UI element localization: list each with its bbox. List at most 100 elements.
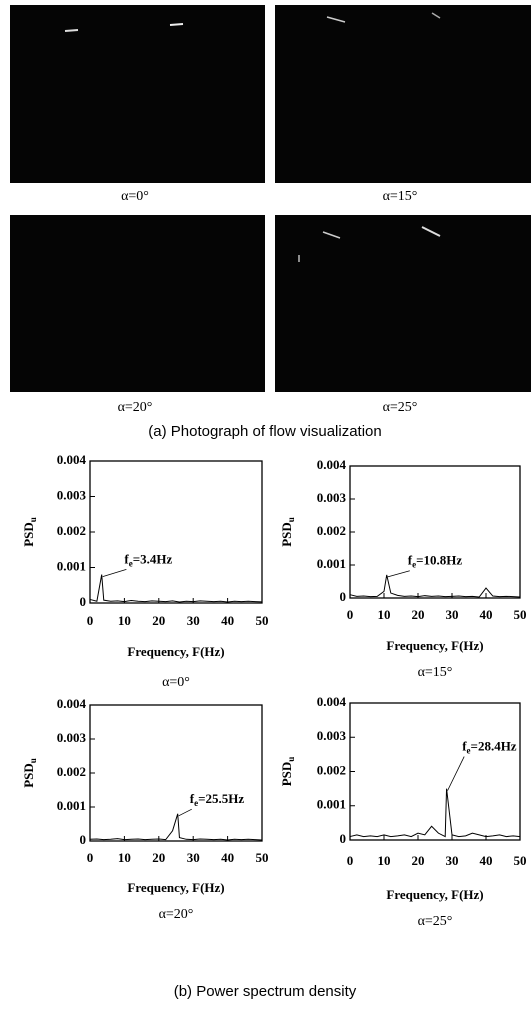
leader-line [102,569,127,577]
streak [421,226,441,237]
subtitle: α=20° [159,907,194,922]
photo [10,215,265,392]
annotation-sub: e [194,798,198,808]
y-axis-label-sub: u [28,758,38,763]
y-axis-label: PSDu [279,517,296,547]
x-tick-label: 30 [187,613,200,628]
photo-caption: α=15° [383,189,418,204]
photo-caption: α=20° [118,400,153,415]
annotation-text: =28.4Hz [471,739,517,754]
photo-caption: α=25° [383,400,418,415]
leader-line [178,808,192,817]
annotation: fe=28.4Hz [462,739,517,756]
x-tick-label: 30 [187,850,200,865]
x-tick-label: 10 [378,607,391,622]
x-tick-label: 30 [446,607,459,622]
y-axis-label-sub: u [28,517,38,522]
photo [275,5,531,183]
y-tick-label: 0.002 [317,523,346,538]
y-tick-label: 0.003 [317,728,347,743]
x-tick-label: 40 [221,613,234,628]
photo [10,5,265,183]
annotation-sub: e [467,746,471,756]
y-axis-label-text: PSD [21,763,36,788]
y-axis-label-text: PSD [21,522,36,547]
y-tick-label: 0.004 [317,694,347,709]
photo [275,215,531,392]
y-tick-label: 0.004 [57,452,87,467]
spectrum-line [89,813,263,841]
caption: (b) Power spectrum density [174,983,357,1000]
caption: (a) Photograph of flow visualization [148,423,381,440]
annotation-sub: e [412,560,416,570]
y-axis-label-text: PSD [279,522,294,547]
annotation: fe=25.5Hz [190,791,245,808]
leader-line [447,756,465,791]
photos: α=0° α=15° α=20° α=25° [10,5,531,415]
x-axis-label: Frequency, F(Hz) [386,638,483,653]
annotation-symbol: f [462,739,467,754]
y-tick-label: 0.001 [57,558,86,573]
annotation-text: =3.4Hz [133,551,173,566]
y-tick-label: 0.003 [317,490,347,505]
y-tick-label: 0.001 [57,798,86,813]
y-tick-label: 0 [80,832,87,847]
streak [64,29,79,32]
x-axis-label: Frequency, F(Hz) [386,887,483,902]
x-tick-label: 30 [446,853,459,868]
plot-frame [89,460,263,604]
x-tick-label: 20 [152,613,165,628]
x-axis-label: Frequency, F(Hz) [127,880,224,895]
y-tick-label: 0.003 [57,730,87,745]
y-axis-label-text: PSD [279,762,294,787]
x-tick-label: 0 [87,850,94,865]
annotation-symbol: f [408,553,413,568]
y-tick-label: 0.004 [317,457,347,472]
annotation-symbol: f [124,551,129,566]
spectrum-line [349,574,521,598]
photo-caption: α=0° [121,189,149,204]
x-tick-label: 50 [256,850,269,865]
y-tick-label: 0.002 [57,523,86,538]
x-tick-label: 0 [87,613,94,628]
y-axis-label: PSDu [21,517,38,547]
x-tick-label: 0 [347,853,354,868]
y-tick-label: 0 [340,589,347,604]
y-tick-label: 0.004 [57,696,87,711]
annotation-text: =10.8Hz [416,553,462,568]
streak [326,16,346,23]
y-tick-label: 0.003 [57,487,87,502]
y-tick-label: 0.001 [317,556,346,571]
y-axis-label: PSDu [279,757,296,787]
x-tick-label: 50 [256,613,269,628]
y-tick-label: 0.001 [317,797,346,812]
y-axis-label: PSDu [21,758,38,788]
spectrum-line [89,574,263,603]
subtitle: α=0° [162,675,190,690]
plot-frame [349,702,521,841]
x-tick-label: 10 [378,853,391,868]
streak [322,231,341,239]
x-tick-label: 20 [412,853,425,868]
x-tick-label: 40 [480,607,493,622]
x-tick-label: 40 [221,850,234,865]
x-tick-label: 10 [118,850,131,865]
x-tick-label: 50 [514,607,527,622]
annotation-text: =25.5Hz [198,791,244,806]
y-tick-label: 0.002 [57,764,86,779]
plot-frame [349,465,521,599]
y-tick-label: 0 [80,594,87,609]
x-tick-label: 0 [347,607,354,622]
annotation: fe=10.8Hz [408,553,463,570]
leader-line [387,570,410,578]
y-axis-label-sub: u [286,757,296,762]
subtitle: α=15° [418,665,453,680]
x-tick-label: 20 [152,850,165,865]
x-tick-label: 40 [480,853,493,868]
x-tick-label: 10 [118,613,131,628]
streak [169,23,184,26]
y-axis-label-sub: u [286,517,296,522]
y-tick-label: 0.002 [317,762,346,777]
x-axis-label: Frequency, F(Hz) [127,644,224,659]
streak [431,12,441,19]
